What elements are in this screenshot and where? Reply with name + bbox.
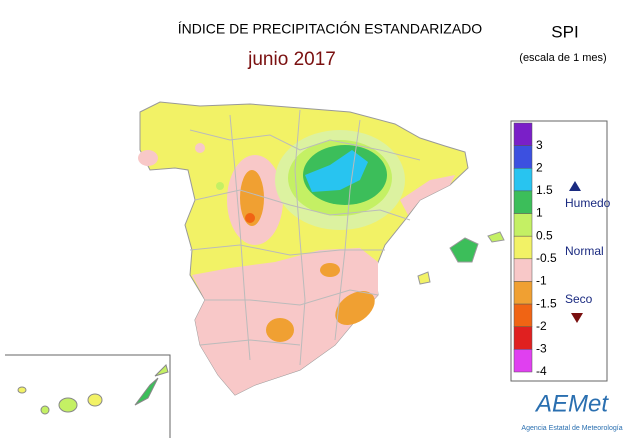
dry-arrow — [571, 313, 583, 323]
legend-band — [513, 190, 533, 214]
index-name: SPI — [551, 22, 578, 41]
province-borders — [189, 109, 421, 366]
island — [154, 364, 169, 377]
region-dry-orange-2 — [245, 213, 255, 223]
region-dry-orange-5 — [266, 318, 294, 342]
mallorca — [449, 237, 479, 263]
legend-band — [513, 168, 533, 192]
island — [40, 405, 50, 415]
region-wet-4 — [305, 150, 368, 192]
region-dry-orange-3 — [320, 263, 340, 277]
legend-label: 1.5 — [536, 183, 553, 197]
legend-label: 2 — [536, 160, 543, 174]
legend-label: 0.5 — [536, 228, 553, 242]
region-dry-orange-4 — [335, 290, 375, 326]
legend-band — [513, 122, 533, 146]
menorca — [487, 231, 505, 243]
legend-band — [513, 213, 533, 237]
inset-frame — [5, 354, 171, 438]
legend-label: 3 — [536, 138, 543, 152]
logo: AEMet Agencia Estatal de Meteorología — [521, 390, 622, 432]
scale-note: (escala de 1 mes) — [519, 52, 606, 64]
legend-band — [513, 303, 533, 327]
island — [58, 397, 78, 413]
legend-label: -1 — [536, 274, 547, 288]
legend-band — [513, 281, 533, 305]
legend-label: -1.5 — [536, 296, 557, 310]
region-dry-pink-spot — [195, 143, 205, 153]
region-dry-ne — [400, 175, 455, 215]
region-wet-spot — [216, 182, 224, 190]
legend-band — [513, 258, 533, 282]
region-dry-galicia — [138, 150, 158, 166]
legend-band — [513, 235, 533, 260]
canarias-inset — [5, 354, 171, 438]
legend-label: -3 — [536, 342, 547, 356]
legend-label: -0.5 — [536, 251, 557, 265]
logo-name: AEMet — [534, 390, 609, 417]
region-dry-orange-1 — [240, 170, 264, 226]
legend-normal: Normal — [565, 244, 604, 258]
logo-agency: Agencia Estatal de Meteorología — [521, 425, 622, 432]
period: junio 2017 — [247, 49, 336, 70]
legend-label: -2 — [536, 319, 547, 333]
ibiza — [417, 271, 431, 285]
legend-band — [513, 349, 533, 373]
legend-dry: Seco — [565, 292, 593, 306]
wet-arrow — [569, 181, 581, 191]
island — [87, 393, 103, 407]
spain-map — [138, 101, 505, 396]
legend-band — [513, 145, 533, 169]
legend-wet: Humedo — [565, 196, 611, 210]
legend: 3 2 1.5 1 0.5 -0.5 -1 -1.5 -2 -3 -4 — [510, 120, 608, 382]
legend-label: 1 — [536, 206, 543, 220]
legend-band — [513, 326, 533, 350]
title: ÍNDICE DE PRECIPITACIÓN ESTANDARIZADO — [178, 21, 483, 37]
legend-label: -4 — [536, 364, 547, 378]
island — [134, 377, 159, 406]
island — [17, 386, 27, 394]
